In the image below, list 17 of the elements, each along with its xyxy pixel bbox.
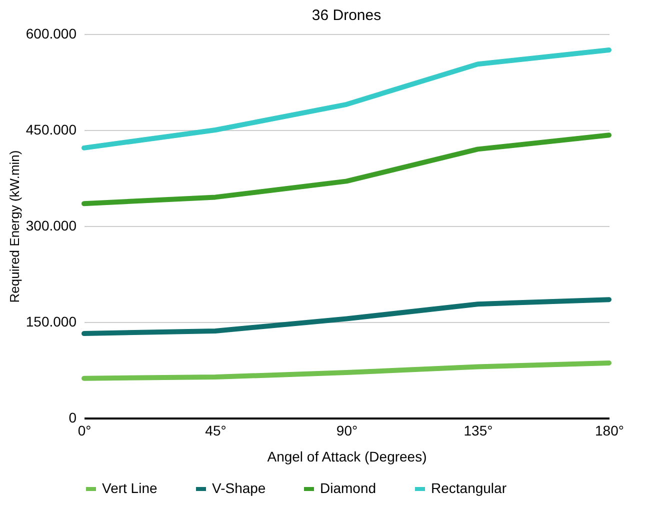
y-tick-label: 450.000 (26, 122, 77, 138)
x-axis-title: Angel of Attack (Degrees) (267, 448, 427, 464)
chart-title: 36 Drones (312, 7, 382, 24)
y-tick-label: 150.000 (26, 314, 77, 330)
x-tick-label: 180° (595, 422, 624, 438)
x-tick-label: 45° (205, 422, 226, 438)
x-tick-label: 0° (78, 422, 92, 438)
legend-label: Rectangular (431, 480, 507, 496)
y-tick-label: 300.000 (26, 218, 77, 234)
x-tick-label: 135° (464, 422, 493, 438)
legend-label: V-Shape (212, 480, 266, 496)
y-tick-label: 600.000 (26, 26, 77, 42)
y-axis-title: Required Energy (kW.min) (6, 150, 22, 303)
x-tick-label: 90° (336, 422, 358, 438)
legend-label: Diamond (320, 480, 376, 496)
y-tick-label: 0 (68, 410, 77, 426)
legend-label: Vert Line (102, 480, 158, 496)
